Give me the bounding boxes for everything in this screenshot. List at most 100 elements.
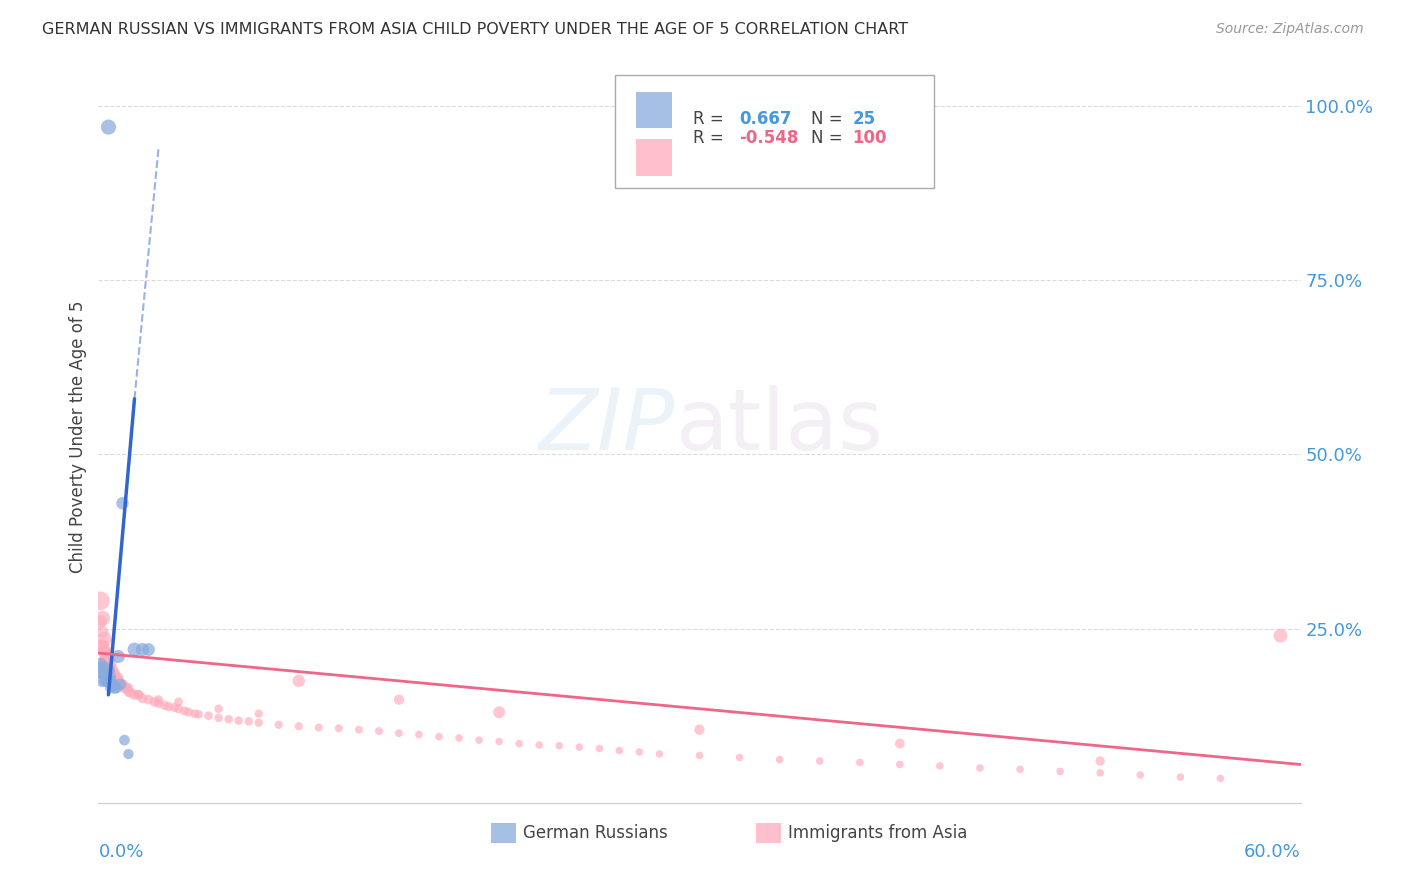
Point <box>117 681 139 695</box>
Point <box>388 726 411 740</box>
Point <box>89 660 111 674</box>
Y-axis label: Child Poverty Under the Age of 5: Child Poverty Under the Age of 5 <box>69 301 87 574</box>
Point <box>138 642 160 657</box>
Point <box>508 737 530 751</box>
Point <box>93 632 115 646</box>
Point <box>183 706 205 721</box>
Text: R =: R = <box>693 129 724 147</box>
Point <box>91 611 114 625</box>
Point <box>117 684 139 698</box>
Point <box>89 594 111 608</box>
Point <box>128 688 150 702</box>
Point <box>96 653 118 667</box>
Point <box>208 711 231 725</box>
Point <box>689 723 711 737</box>
Text: German Russians: German Russians <box>523 824 668 842</box>
Point <box>115 681 138 695</box>
Point <box>347 723 370 737</box>
Point <box>849 756 872 770</box>
Point <box>218 712 240 726</box>
Point <box>91 639 114 653</box>
Point <box>96 646 118 660</box>
Point <box>368 724 391 739</box>
Point <box>889 737 911 751</box>
Point <box>588 741 610 756</box>
Point <box>131 691 153 706</box>
Point <box>1209 772 1232 786</box>
Point <box>529 738 551 752</box>
Text: 0.667: 0.667 <box>740 110 792 128</box>
Point <box>96 649 118 664</box>
Point <box>93 673 115 688</box>
Point <box>91 639 114 653</box>
Point <box>1049 764 1071 779</box>
Point <box>91 667 114 681</box>
Point <box>100 657 122 671</box>
Text: R =: R = <box>693 110 724 128</box>
Point <box>89 615 111 629</box>
Point <box>648 747 671 761</box>
Point <box>114 733 136 747</box>
Point <box>97 664 120 678</box>
Point <box>103 673 125 688</box>
Point <box>148 696 170 710</box>
Point <box>107 649 129 664</box>
Point <box>1088 765 1111 780</box>
Point <box>929 759 952 773</box>
Point <box>889 757 911 772</box>
Point <box>120 686 142 700</box>
Point <box>93 660 115 674</box>
Point <box>131 642 153 657</box>
Point <box>1270 629 1292 643</box>
Point <box>197 708 219 723</box>
Point <box>689 748 711 763</box>
Point <box>427 730 450 744</box>
Point <box>103 667 125 681</box>
Point <box>969 761 991 775</box>
Point <box>101 670 124 684</box>
Point <box>89 657 111 671</box>
Point <box>167 695 190 709</box>
Point <box>388 692 411 706</box>
Text: GERMAN RUSSIAN VS IMMIGRANTS FROM ASIA CHILD POVERTY UNDER THE AGE OF 5 CORRELAT: GERMAN RUSSIAN VS IMMIGRANTS FROM ASIA C… <box>42 22 908 37</box>
Point <box>328 721 350 735</box>
Point <box>628 745 651 759</box>
Point <box>769 753 792 767</box>
Point <box>103 681 125 695</box>
Point <box>238 714 260 729</box>
Point <box>111 496 134 510</box>
Text: N =: N = <box>811 129 844 147</box>
Point <box>153 698 176 713</box>
Bar <box>636 92 672 128</box>
Text: 25: 25 <box>852 110 876 128</box>
Point <box>447 731 470 745</box>
Point <box>267 718 290 732</box>
Text: N =: N = <box>811 110 844 128</box>
Bar <box>636 139 672 176</box>
Point <box>103 667 125 681</box>
Point <box>247 706 270 721</box>
Text: -0.548: -0.548 <box>740 129 799 147</box>
Point <box>100 681 122 695</box>
Point <box>97 120 120 134</box>
Point <box>97 660 120 674</box>
Point <box>408 727 430 741</box>
Point <box>101 677 124 691</box>
Point <box>488 705 510 719</box>
Text: ZIP: ZIP <box>538 384 675 467</box>
Text: 60.0%: 60.0% <box>1244 843 1301 861</box>
Text: atlas: atlas <box>675 384 883 467</box>
Point <box>167 702 190 716</box>
Point <box>157 699 180 714</box>
Point <box>468 733 491 747</box>
Point <box>107 670 129 684</box>
Point <box>114 681 136 695</box>
Point <box>101 664 124 678</box>
Point <box>93 653 115 667</box>
Point <box>173 704 195 718</box>
Point <box>96 673 118 688</box>
Point <box>93 644 115 658</box>
Point <box>97 653 120 667</box>
Point <box>138 692 160 706</box>
Point <box>1129 768 1152 782</box>
